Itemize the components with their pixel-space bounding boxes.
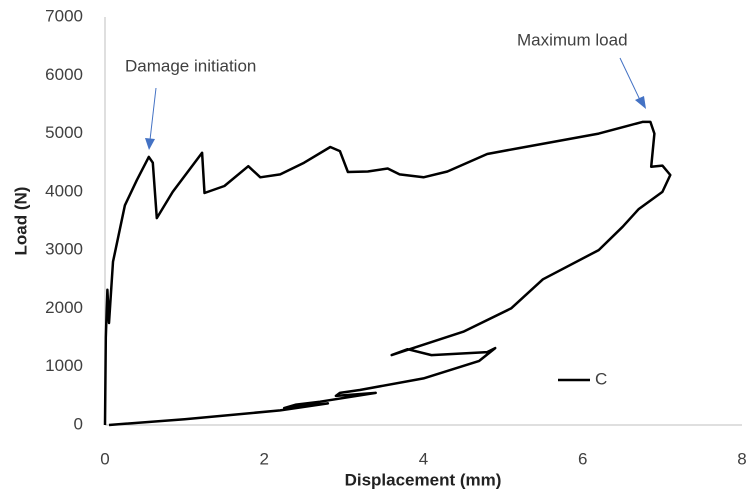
annotation-arrowhead [635,96,646,109]
x-tick-label: 8 [737,449,746,468]
y-tick-label: 4000 [45,181,83,200]
annotation-arrowhead [145,138,155,150]
legend-label: C [595,369,607,388]
x-tick-label: 4 [419,449,428,468]
x-axis-title: Displacement (mm) [345,470,502,489]
y-tick-label: 5000 [45,123,83,142]
annotation-arrow [619,57,641,101]
y-tick-label: 7000 [45,6,83,25]
x-tick-label: 0 [100,449,109,468]
annotation-arrow [149,87,157,141]
x-tick-label: 2 [260,449,269,468]
y-tick-label: 0 [74,414,83,433]
y-tick-label: 3000 [45,240,83,259]
y-tick-label: 2000 [45,298,83,317]
line-series [103,120,672,427]
y-tick-label: 6000 [45,65,83,84]
y-axis-title: Load (N) [11,187,30,256]
x-tick-label: 6 [578,449,587,468]
y-tick-label: 1000 [45,356,83,375]
annotation: Damage initiation [125,56,256,75]
annotation: Maximum load [517,30,628,49]
